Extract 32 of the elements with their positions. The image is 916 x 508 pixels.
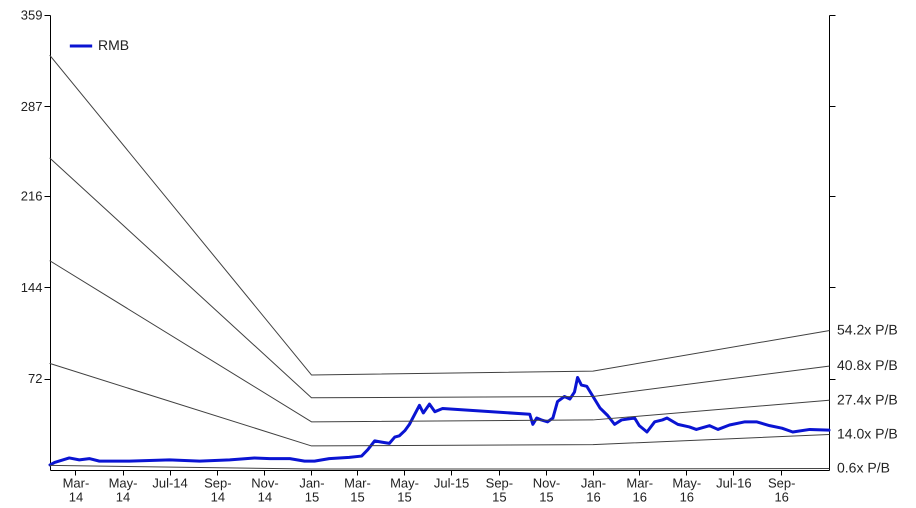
x-tick-label: Sep- 15 <box>486 476 514 504</box>
series-label: 40.8x P/B <box>837 357 898 374</box>
x-tick-label: Jul-15 <box>434 476 470 490</box>
x-tick-label: Mar- 16 <box>626 476 654 504</box>
x-tick-label: Sep- 14 <box>204 476 232 504</box>
x-tick-label: May- 16 <box>672 476 702 504</box>
x-tick-label: Mar- 14 <box>62 476 90 504</box>
y-tick-label: 359 <box>20 8 42 22</box>
x-tick-label: Sep- 16 <box>768 476 796 504</box>
series-label: 14.0x P/B <box>837 426 898 442</box>
x-tick-label: Jul-14 <box>152 476 188 490</box>
legend-label: RMB <box>98 37 130 53</box>
line-series <box>50 363 830 446</box>
x-tick-label: Jan- 16 <box>580 476 606 504</box>
x-tick-label: Nov- 14 <box>251 476 279 504</box>
x-tick-label: May- 15 <box>390 476 419 504</box>
x-tick-label: Mar- 15 <box>344 476 371 504</box>
x-tick-label: Jan- 15 <box>299 476 325 504</box>
series-label: 54.2x P/B <box>837 322 898 338</box>
series-label: 0.6x P/B <box>837 459 890 476</box>
x-tick-label: May- 14 <box>108 476 138 504</box>
x-tick-label: Nov- 15 <box>532 476 560 504</box>
line-series <box>50 260 830 422</box>
line-series <box>50 158 830 398</box>
x-tick-label: Jul-16 <box>716 476 752 490</box>
line-series <box>48 376 830 466</box>
y-tick-label: 72 <box>28 371 42 386</box>
series-label: 27.4x P/B <box>837 391 898 408</box>
y-tick-label: 144 <box>20 280 42 295</box>
line-series <box>50 55 830 376</box>
y-tick-label: 287 <box>20 98 42 114</box>
y-tick-label: 216 <box>20 188 42 204</box>
